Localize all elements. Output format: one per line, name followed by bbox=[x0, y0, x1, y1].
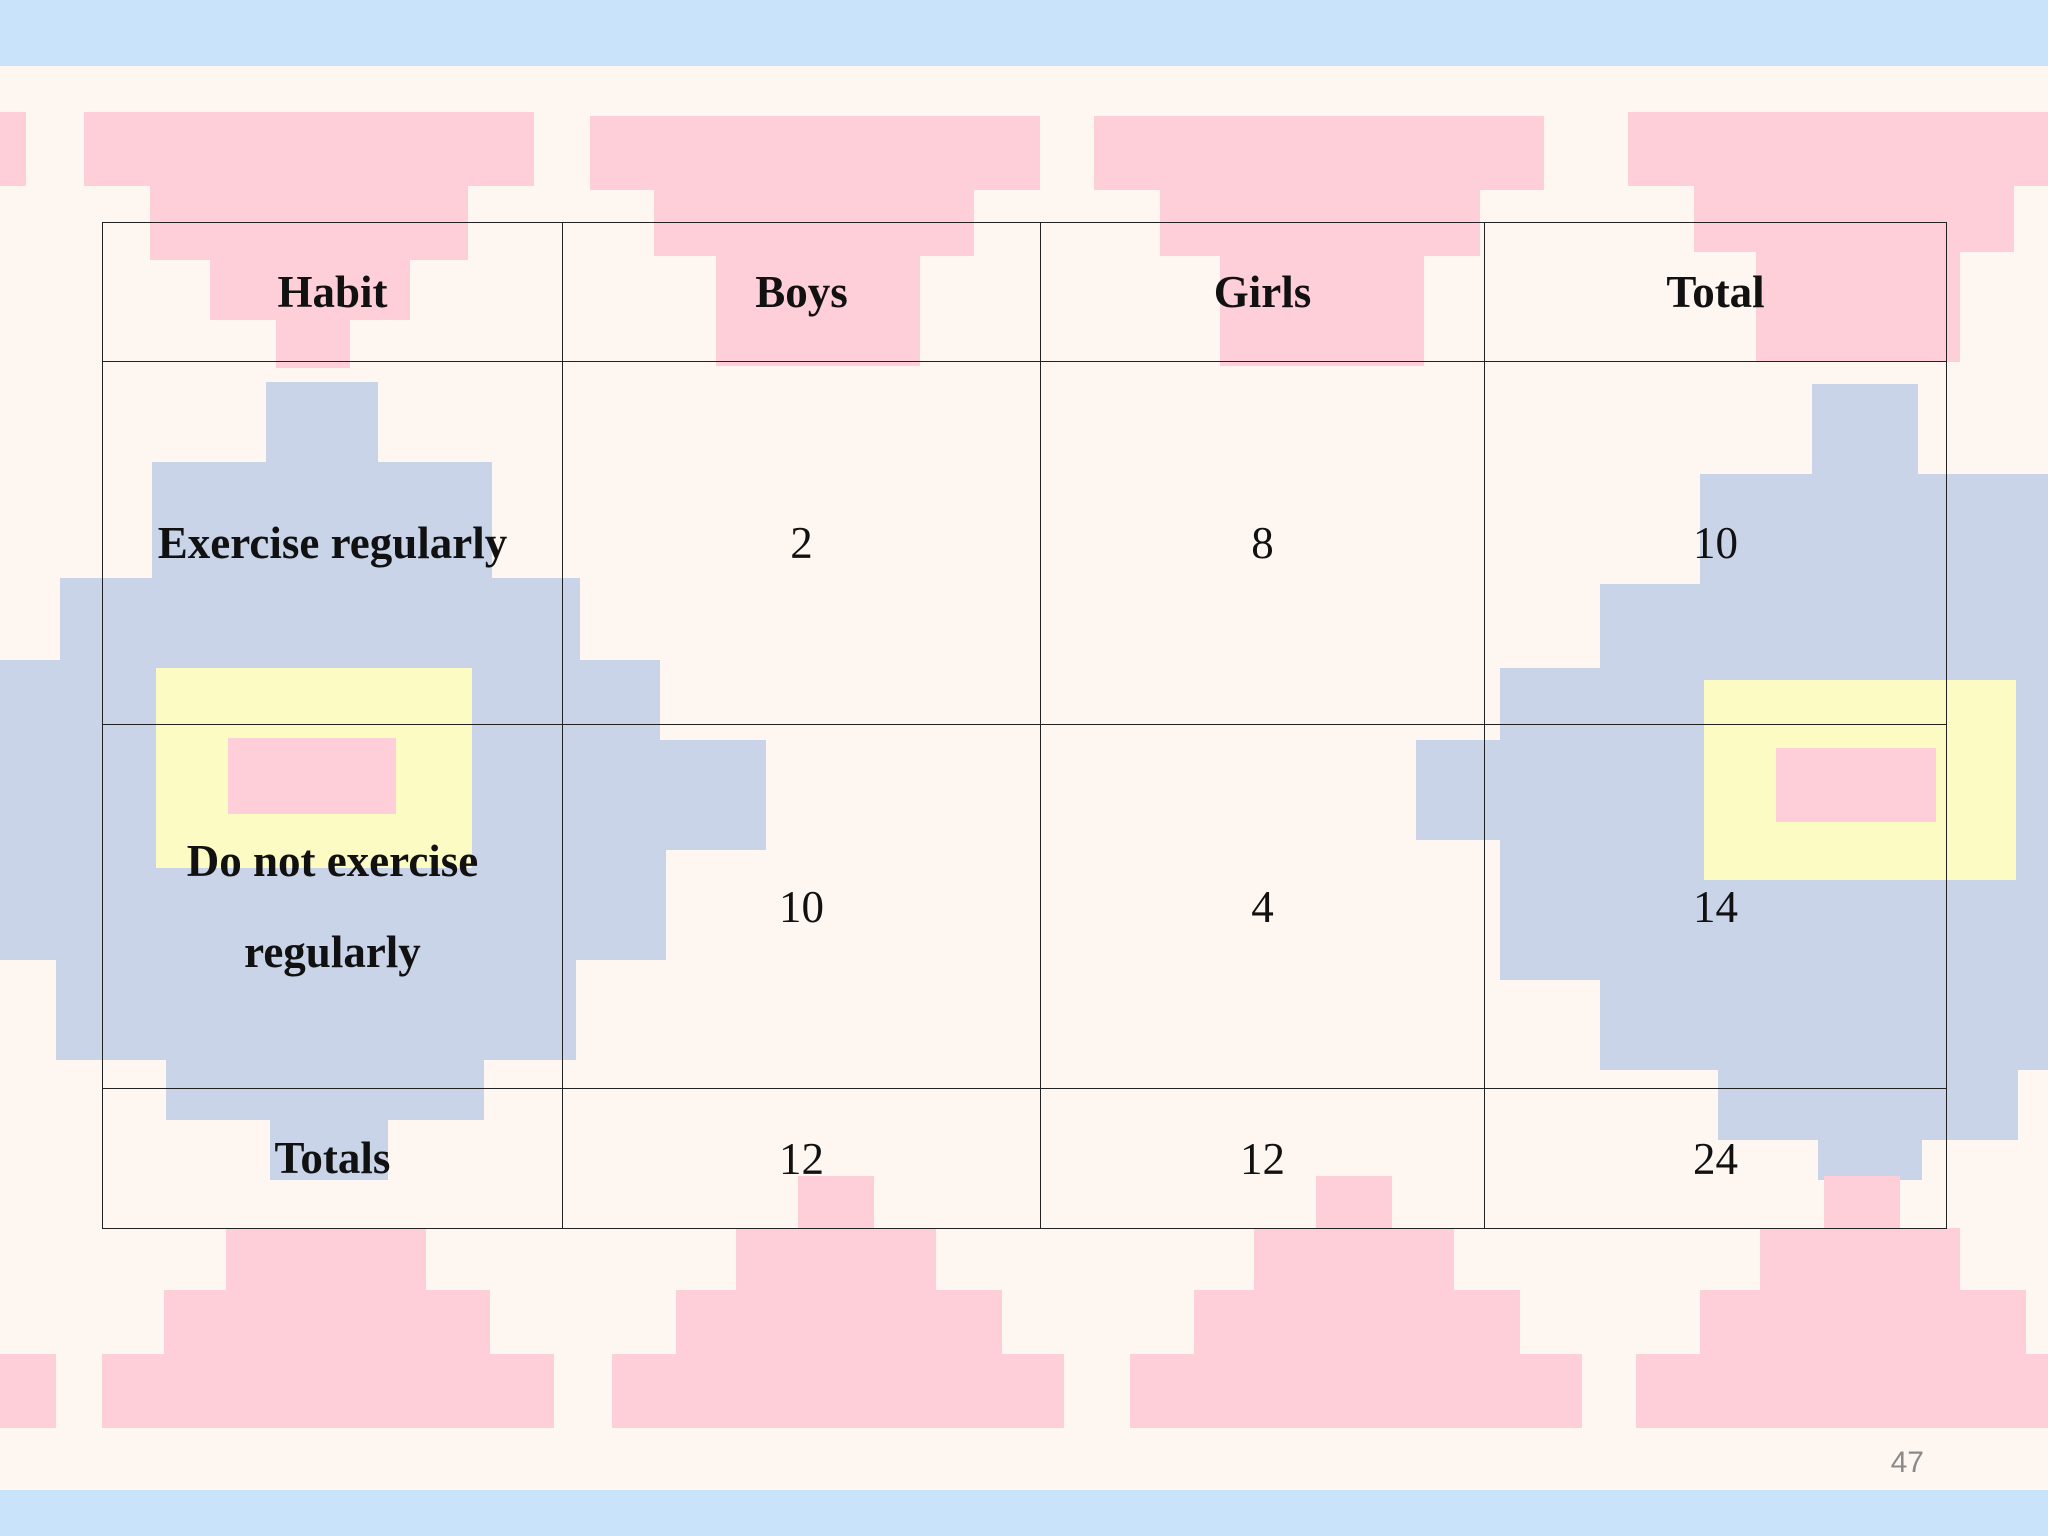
cell-girls: 12 bbox=[1040, 1088, 1485, 1229]
cell-boys: 12 bbox=[562, 1088, 1041, 1229]
page-number: 47 bbox=[1890, 1446, 1924, 1479]
header-girls: Girls bbox=[1040, 222, 1485, 362]
cell-total: 14 bbox=[1484, 724, 1947, 1089]
cell-boys: 2 bbox=[562, 361, 1041, 725]
cell-total: 24 bbox=[1484, 1088, 1947, 1229]
habit-table: Habit Boys Girls Total Exercise regularl… bbox=[102, 222, 1947, 1229]
header-boys: Boys bbox=[562, 222, 1041, 362]
totals-row: Totals 12 12 24 bbox=[102, 1088, 1947, 1229]
row-label-totals: Totals bbox=[102, 1088, 563, 1229]
header-habit: Habit bbox=[102, 222, 563, 362]
table-row: Do not exercise regularly 10 4 14 bbox=[102, 724, 1947, 1089]
header-row: Habit Boys Girls Total bbox=[102, 222, 1947, 362]
table-row: Exercise regularly 2 8 10 bbox=[102, 361, 1947, 725]
top-band bbox=[0, 0, 2048, 66]
row-label-text: Exercise regularly bbox=[157, 517, 508, 568]
bottom-pink-pattern bbox=[0, 1176, 2048, 1428]
bottom-band bbox=[0, 1490, 2048, 1536]
cell-girls: 4 bbox=[1040, 724, 1485, 1089]
header-total: Total bbox=[1484, 222, 1947, 362]
cell-boys: 10 bbox=[562, 724, 1041, 1089]
row-label-exercise: Exercise regularly bbox=[102, 361, 563, 725]
row-label-no-exercise: Do not exercise regularly bbox=[102, 724, 563, 1089]
row-label-text: Do not exercise regularly bbox=[186, 835, 479, 977]
cell-girls: 8 bbox=[1040, 361, 1485, 725]
cell-total: 10 bbox=[1484, 361, 1947, 725]
